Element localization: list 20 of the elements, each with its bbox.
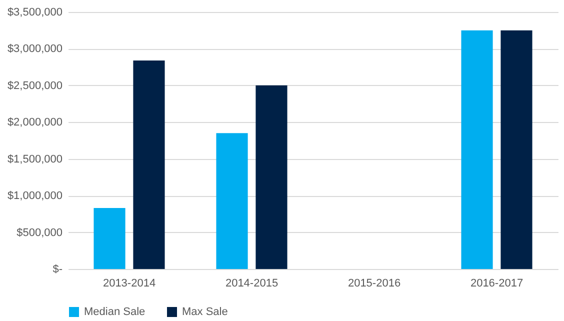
y-tick-label: $2,500,000 — [7, 80, 62, 92]
bar — [94, 208, 126, 269]
bar — [256, 85, 288, 269]
y-tick-label: $1,000,000 — [7, 190, 62, 202]
bar — [133, 60, 165, 269]
y-tick-label: $3,500,000 — [7, 6, 62, 18]
y-tick-label: $2,000,000 — [7, 116, 62, 129]
bar — [461, 30, 493, 269]
y-tick-label: $1,500,000 — [7, 153, 62, 166]
x-tick-label: 2014-2015 — [225, 278, 278, 290]
bar — [216, 133, 248, 269]
y-tick-label: $3,000,000 — [7, 43, 62, 56]
x-tick-label: 2015-2016 — [348, 278, 401, 290]
y-tick-label: $500,000 — [16, 226, 62, 239]
bar — [500, 30, 532, 269]
legend-label: Max Sale — [182, 306, 228, 318]
x-tick-label: 2013-2014 — [102, 278, 156, 290]
legend-label: Median Sale — [84, 306, 146, 318]
x-tick-label: 2016-2017 — [470, 278, 524, 290]
y-tick-label: $- — [52, 264, 63, 276]
